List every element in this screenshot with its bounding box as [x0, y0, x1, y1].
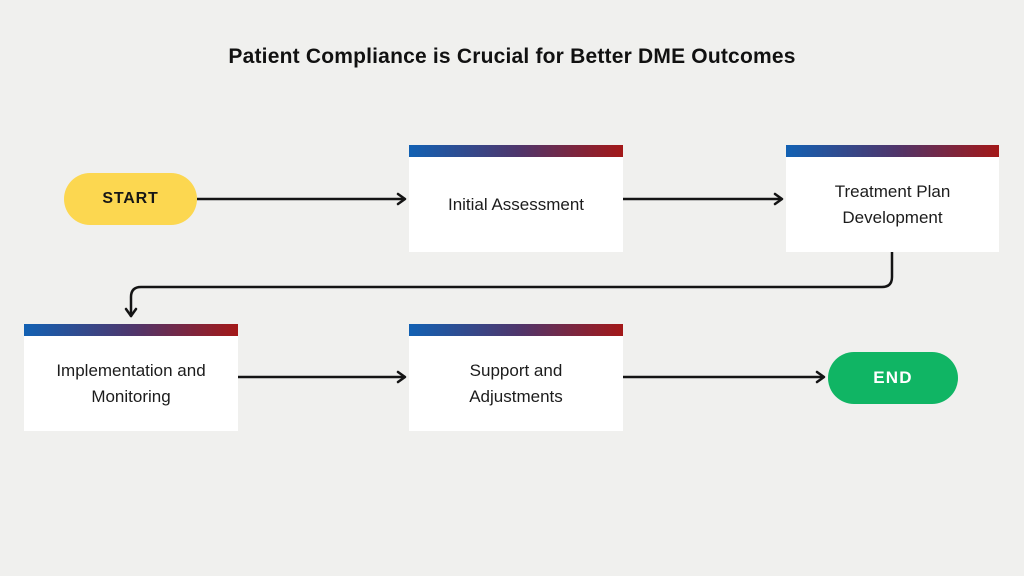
- start-node: START: [64, 173, 197, 225]
- start-node-label: START: [102, 190, 159, 207]
- implementation-monitoring-node: Implementation and Monitoring: [24, 324, 238, 431]
- end-node: END: [828, 352, 958, 404]
- support-adjustments-label: Support and Adjustments: [469, 361, 563, 406]
- page-title: Patient Compliance is Crucial for Better…: [228, 45, 796, 68]
- arrow-treatment-plan-to-implementation: [124, 250, 894, 318]
- gradient-bar: [786, 145, 999, 157]
- implementation-monitoring-label: Implementation and Monitoring: [56, 361, 206, 406]
- initial-assessment-label: Initial Assessment: [447, 194, 585, 214]
- treatment-plan-label: Treatment Plan Development: [834, 182, 951, 227]
- initial-assessment-node: Initial Assessment: [409, 145, 623, 252]
- support-adjustments-node: Support and Adjustments: [409, 324, 623, 431]
- treatment-plan-node: Treatment Plan Development: [786, 145, 999, 252]
- gradient-bar: [409, 324, 623, 336]
- gradient-bar: [24, 324, 238, 336]
- end-node-label: END: [873, 368, 913, 387]
- gradient-bar: [409, 145, 623, 157]
